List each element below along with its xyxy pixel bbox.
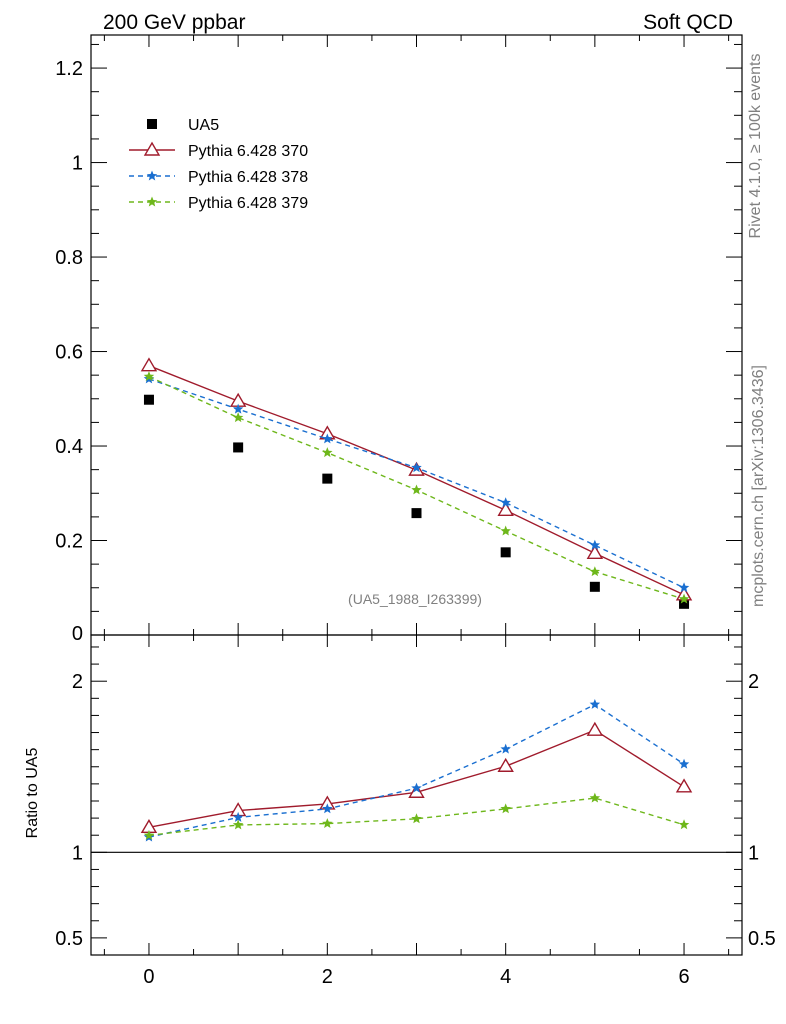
main-point-pythia-6-428-379 xyxy=(678,593,690,604)
main-point-pythia-6-428-378 xyxy=(411,462,422,473)
legend-entry-pythia-6-428-370: Pythia 6.428 370 xyxy=(129,141,308,160)
legend-entry-pythia-6-428-378: Pythia 6.428 378 xyxy=(129,169,308,186)
main-point-ua5 xyxy=(233,442,244,453)
ratio-point-pythia-6-428-379 xyxy=(322,818,333,829)
legend-entry-pythia-6-428-379: Pythia 6.428 379 xyxy=(129,195,308,212)
ratio-point-pythia-6-428-378 xyxy=(232,811,244,822)
ratio-point-pythia-6-428-379 xyxy=(143,829,155,840)
main-point-ua5 xyxy=(500,547,511,558)
main-point-pythia-6-428-378 xyxy=(232,403,244,414)
legend-label: Pythia 6.428 379 xyxy=(188,195,308,212)
legend: UA5 Pythia 6.428 370 Pythia 6.428 378 Pythi… xyxy=(129,117,308,212)
ratio-y-tick-label-right: 2 xyxy=(748,671,759,693)
main-point-pythia-6-428-379 xyxy=(232,412,244,423)
legend-label: Pythia 6.428 378 xyxy=(188,169,308,186)
main-point-pythia-6-428-379 xyxy=(500,525,511,536)
y-tick-label: 1 xyxy=(72,153,83,175)
legend-label: Pythia 6.428 370 xyxy=(188,143,308,160)
ratio-y-tick-label-right: 0.5 xyxy=(748,928,776,950)
ratio-point-pythia-6-428-370 xyxy=(408,783,425,798)
main-line-pythia-6-428-378 xyxy=(148,378,685,589)
main-point-pythia-6-428-378 xyxy=(678,582,690,593)
x-tick-label: 2 xyxy=(322,966,333,988)
main-point-pythia-6-428-379 xyxy=(589,566,601,577)
main-point-ua5 xyxy=(679,598,690,609)
y-tick-label: 0 xyxy=(72,623,83,645)
x-tick-label: 0 xyxy=(143,966,154,988)
rivet-version-label: Rivet 4.1.0, ≥ 100k events xyxy=(747,54,764,239)
ratio-y-tick-label-left: 2 xyxy=(72,671,83,693)
ratio-y-axis-label: Ratio to UA5 xyxy=(24,748,41,839)
header-left-title: 200 GeV ppbar xyxy=(103,11,245,34)
legend-marker xyxy=(146,196,158,207)
main-point-ua5 xyxy=(589,581,600,592)
ratio-point-pythia-6-428-378 xyxy=(500,743,511,754)
main-point-pythia-6-428-379 xyxy=(143,371,155,382)
ratio-y-tick-label-left: 0.5 xyxy=(55,928,83,950)
ratio-point-pythia-6-428-379 xyxy=(232,819,244,830)
ratio-y-tick-label-left: 1 xyxy=(72,842,83,864)
legend-marker xyxy=(143,141,161,156)
y-tick-label: 0.8 xyxy=(55,247,83,269)
main-point-ua5 xyxy=(143,394,154,405)
main-point-pythia-6-428-378 xyxy=(322,433,333,444)
main-point-pythia-6-428-379 xyxy=(322,447,333,458)
main-point-ua5 xyxy=(411,508,422,519)
series-layer xyxy=(140,357,693,842)
ratio-point-pythia-6-428-370 xyxy=(675,778,693,793)
legend-label: UA5 xyxy=(188,117,219,134)
main-line-pythia-6-428-370 xyxy=(148,365,685,596)
analysis-tag: (UA5_1988_I263399) xyxy=(348,591,482,607)
main-point-pythia-6-428-379 xyxy=(411,484,422,495)
mcplots-label: mcplots.cern.ch [arXiv:1306.3436] xyxy=(750,365,767,607)
y-tick-label: 1.2 xyxy=(55,58,83,80)
y-tick-label: 0.4 xyxy=(55,436,83,458)
header-right-title: Soft QCD xyxy=(643,11,733,34)
y-tick-label: 0.2 xyxy=(55,531,83,553)
ratio-point-pythia-6-428-378 xyxy=(678,758,690,769)
x-tick-label: 6 xyxy=(678,966,689,988)
x-tick-label: 4 xyxy=(500,966,511,988)
legend-entry-ua5: UA5 xyxy=(147,117,219,134)
main-point-pythia-6-428-370 xyxy=(497,501,514,516)
ratio-point-pythia-6-428-378 xyxy=(589,698,601,709)
main-point-pythia-6-428-370 xyxy=(586,544,604,559)
main-point-pythia-6-428-370 xyxy=(140,357,158,372)
legend-marker xyxy=(147,119,157,129)
ratio-point-pythia-6-428-379 xyxy=(411,813,422,824)
ratio-point-pythia-6-428-370 xyxy=(497,757,514,772)
main-point-ua5 xyxy=(322,473,333,484)
ratio-point-pythia-6-428-379 xyxy=(678,819,690,830)
legend-marker xyxy=(146,170,158,181)
ratio-point-pythia-6-428-378 xyxy=(411,782,422,793)
y-tick-label: 0.6 xyxy=(55,342,83,364)
ratio-point-pythia-6-428-379 xyxy=(589,792,601,803)
ratio-point-pythia-6-428-370 xyxy=(586,721,604,736)
main-point-pythia-6-428-378 xyxy=(589,539,601,550)
tick-labels: 0 0.2 0.4 0.6 0.8 1 1.2 0.5 0.5 1 1 2 2 0 2 4 6 xyxy=(55,58,776,988)
ratio-line-pythia-6-428-370 xyxy=(148,729,685,829)
ratio-point-pythia-6-428-378 xyxy=(322,803,333,814)
ratio-point-pythia-6-428-379 xyxy=(500,803,511,814)
ratio-y-tick-label-right: 1 xyxy=(748,842,759,864)
main-point-pythia-6-428-378 xyxy=(500,497,511,508)
